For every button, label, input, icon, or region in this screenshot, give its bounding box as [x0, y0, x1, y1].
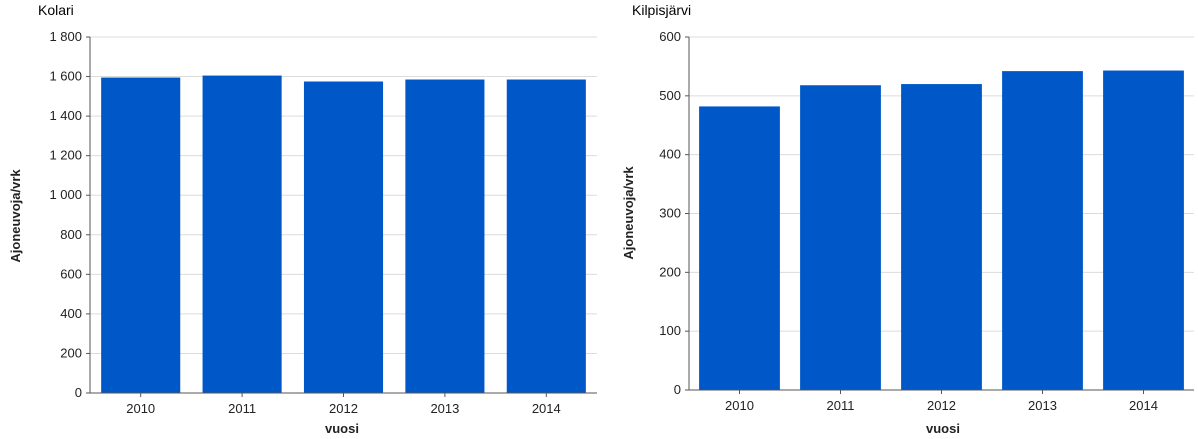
chart-kilpisjarvi: Kilpisjärvi Ajoneuvoja/vrk vuosi 0 100 200… — [600, 0, 1198, 439]
bar-2010 — [101, 77, 181, 394]
chart-kolari: Kolari Ajoneuvoja/vrk vuosi 0 200 400 600 80… — [8, 2, 597, 436]
x-tick-label: 2012 — [927, 398, 956, 413]
bar-2011 — [202, 75, 282, 394]
x-tick-label: 2011 — [827, 398, 855, 413]
y-tick-label: 1 200 — [49, 148, 82, 163]
bar-2013 — [1002, 71, 1083, 390]
chart-title: Kolari — [38, 2, 74, 18]
x-tick-label: 2014 — [1129, 398, 1158, 413]
x-axis-label: vuosi — [926, 421, 960, 436]
x-tick-label: 2010 — [725, 398, 754, 413]
x-tick-label: 2010 — [126, 401, 155, 416]
y-tick-label: 200 — [659, 264, 681, 279]
y-tick-label: 400 — [659, 147, 681, 162]
bar-2012 — [901, 84, 982, 391]
chart-title: Kilpisjärvi — [632, 2, 691, 18]
x-tick-label: 2013 — [430, 401, 459, 416]
bar-2014 — [1103, 70, 1184, 390]
y-axis-label: Ajoneuvoja/vrk — [621, 166, 636, 260]
y-tick-label: 300 — [659, 206, 681, 221]
x-axis-label: vuosi — [325, 421, 359, 436]
y-tick-label: 400 — [60, 306, 82, 321]
chart-kilpisjarvi-svg: Kilpisjärvi Ajoneuvoja/vrk vuosi 0 100 200… — [621, 2, 1194, 436]
y-tick-label: 600 — [60, 266, 82, 281]
y-tick-label: 600 — [659, 29, 681, 44]
bar-2010 — [699, 106, 780, 390]
y-tick-label: 800 — [60, 227, 82, 242]
x-tick-label: 2012 — [329, 401, 358, 416]
x-tick-label: 2013 — [1028, 398, 1057, 413]
y-tick-label: 200 — [60, 345, 82, 360]
y-tick-label: 0 — [674, 382, 681, 397]
y-tick-label: 100 — [659, 323, 681, 338]
y-axis-label: Ajoneuvoja/vrk — [8, 169, 23, 263]
y-tick-label: 1 800 — [49, 29, 82, 44]
y-tick-label: 0 — [75, 385, 82, 400]
y-tick-label: 1 400 — [49, 108, 82, 123]
x-tick-label: 2011 — [228, 401, 256, 416]
y-tick-label: 1 000 — [49, 187, 82, 202]
bar-2013 — [405, 79, 485, 394]
bar-2012 — [303, 81, 384, 393]
y-tick-label: 500 — [659, 88, 681, 103]
bar-2011 — [800, 85, 881, 390]
y-tick-label: 1 600 — [49, 69, 82, 84]
bar-2014 — [506, 79, 586, 394]
x-tick-label: 2014 — [532, 401, 561, 416]
chart-kolari-svg: Kolari Ajoneuvoja/vrk vuosi 0 200 400 600 80… — [8, 2, 597, 436]
